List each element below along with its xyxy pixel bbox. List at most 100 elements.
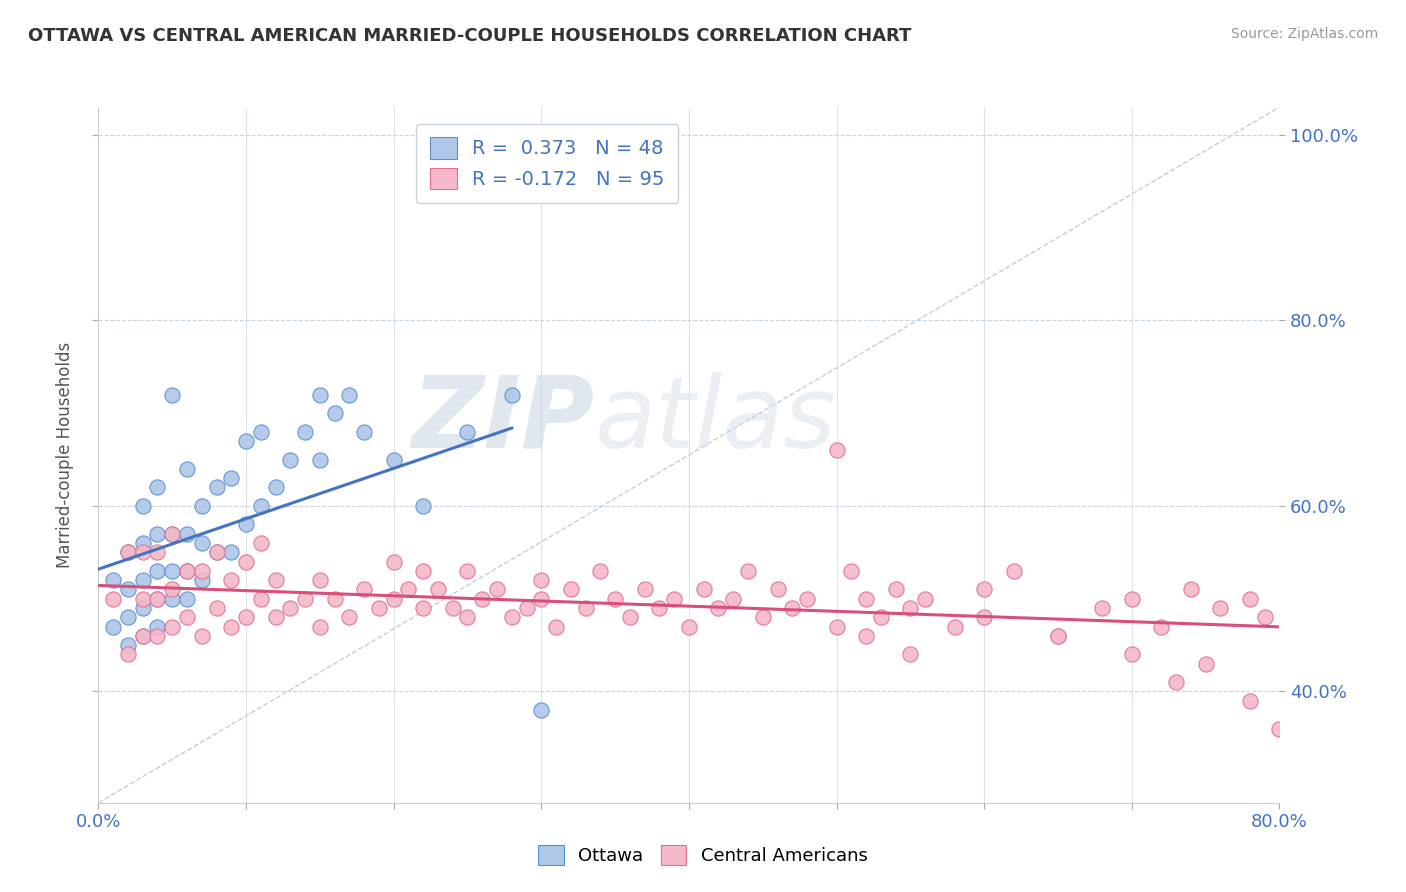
- Point: [219, 573, 242, 587]
- Point: [501, 610, 523, 624]
- Point: [146, 564, 169, 578]
- Point: [132, 629, 155, 643]
- Point: [146, 619, 169, 633]
- Point: [132, 536, 155, 550]
- Point: [205, 480, 228, 494]
- Point: [146, 591, 169, 606]
- Point: [117, 582, 139, 597]
- Point: [530, 591, 553, 606]
- Point: [146, 526, 169, 541]
- Point: [664, 591, 686, 606]
- Point: [693, 582, 716, 597]
- Point: [412, 564, 434, 578]
- Point: [796, 591, 818, 606]
- Point: [264, 573, 287, 587]
- Point: [205, 545, 228, 559]
- Point: [353, 582, 375, 597]
- Point: [219, 619, 242, 633]
- Text: ZIP: ZIP: [412, 372, 595, 468]
- Point: [162, 526, 183, 541]
- Point: [368, 601, 391, 615]
- Point: [117, 545, 139, 559]
- Point: [103, 619, 125, 633]
- Point: [825, 443, 848, 458]
- Point: [309, 573, 332, 587]
- Point: [1239, 591, 1261, 606]
- Point: [1046, 629, 1069, 643]
- Point: [1150, 619, 1173, 633]
- Point: [176, 591, 198, 606]
- Point: [1091, 601, 1114, 615]
- Point: [117, 648, 139, 662]
- Point: [382, 555, 405, 569]
- Point: [412, 601, 434, 615]
- Point: [825, 619, 848, 633]
- Point: [146, 545, 169, 559]
- Point: [900, 601, 922, 615]
- Point: [353, 425, 375, 439]
- Point: [633, 582, 655, 597]
- Point: [176, 564, 198, 578]
- Point: [914, 591, 936, 606]
- Point: [309, 619, 332, 633]
- Point: [884, 582, 907, 597]
- Point: [294, 591, 316, 606]
- Point: [132, 601, 155, 615]
- Point: [869, 610, 891, 624]
- Point: [501, 387, 523, 401]
- Point: [530, 573, 553, 587]
- Point: [589, 564, 612, 578]
- Point: [146, 480, 169, 494]
- Text: OTTAWA VS CENTRAL AMERICAN MARRIED-COUPLE HOUSEHOLDS CORRELATION CHART: OTTAWA VS CENTRAL AMERICAN MARRIED-COUPL…: [28, 27, 911, 45]
- Point: [132, 545, 155, 559]
- Legend: Ottawa, Central Americans: Ottawa, Central Americans: [529, 836, 877, 874]
- Point: [191, 564, 214, 578]
- Point: [309, 452, 332, 467]
- Point: [323, 406, 346, 420]
- Point: [1254, 610, 1277, 624]
- Point: [855, 629, 877, 643]
- Point: [737, 564, 759, 578]
- Point: [146, 629, 169, 643]
- Point: [162, 387, 183, 401]
- Point: [678, 619, 700, 633]
- Point: [264, 610, 287, 624]
- Point: [235, 517, 257, 532]
- Point: [766, 582, 789, 597]
- Point: [132, 573, 155, 587]
- Point: [1209, 601, 1232, 615]
- Point: [396, 582, 419, 597]
- Point: [841, 564, 863, 578]
- Point: [264, 480, 287, 494]
- Point: [1195, 657, 1218, 671]
- Point: [1121, 648, 1143, 662]
- Point: [132, 629, 155, 643]
- Point: [235, 434, 257, 448]
- Point: [132, 591, 155, 606]
- Point: [1121, 591, 1143, 606]
- Point: [605, 591, 627, 606]
- Point: [782, 601, 804, 615]
- Point: [250, 499, 273, 513]
- Point: [427, 582, 450, 597]
- Point: [235, 555, 257, 569]
- Point: [162, 564, 183, 578]
- Point: [191, 536, 214, 550]
- Point: [560, 582, 582, 597]
- Point: [382, 452, 405, 467]
- Point: [117, 638, 139, 652]
- Point: [486, 582, 509, 597]
- Point: [456, 610, 478, 624]
- Point: [162, 591, 183, 606]
- Point: [456, 564, 478, 578]
- Point: [250, 536, 273, 550]
- Point: [1002, 564, 1025, 578]
- Point: [309, 387, 332, 401]
- Point: [530, 703, 553, 717]
- Point: [278, 452, 302, 467]
- Point: [943, 619, 966, 633]
- Point: [205, 601, 228, 615]
- Point: [146, 591, 169, 606]
- Point: [751, 610, 773, 624]
- Point: [1046, 629, 1069, 643]
